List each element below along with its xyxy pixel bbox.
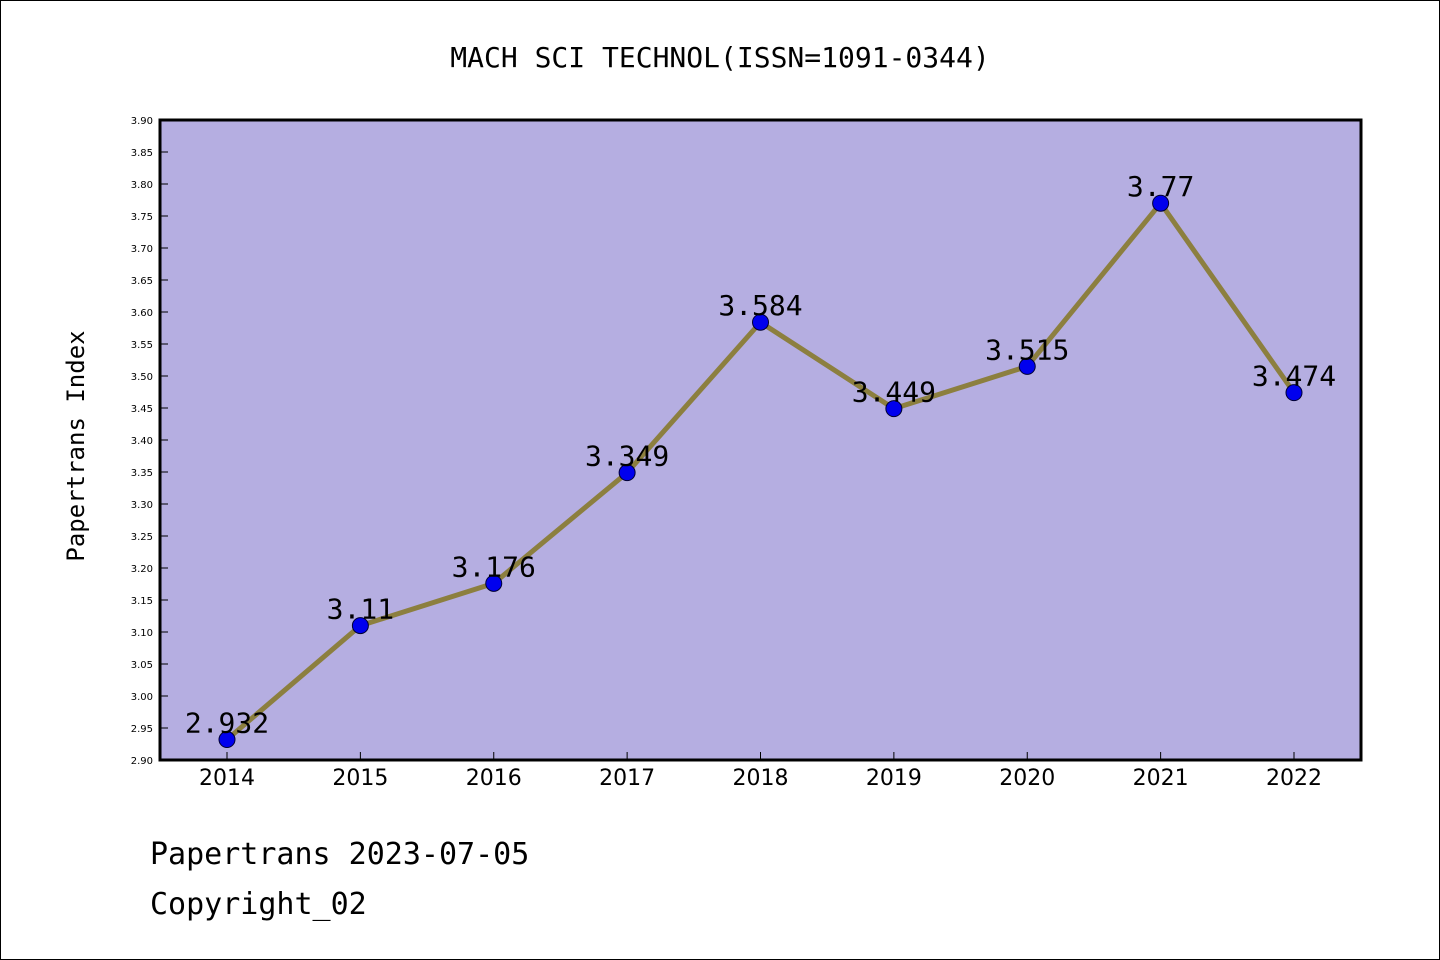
data-label: 3.77 — [1127, 170, 1194, 203]
footer-source: Papertrans 2023-07-05 — [150, 837, 529, 872]
y-tick-label: 3.90 — [131, 116, 153, 127]
footer-copyright: Copyright_02 — [150, 887, 367, 922]
y-tick-label: 2.90 — [131, 756, 153, 767]
y-tick-label: 3.50 — [131, 372, 153, 383]
data-label: 3.584 — [718, 289, 802, 322]
data-label: 3.349 — [585, 440, 669, 473]
plot-area — [158, 118, 1363, 762]
x-tick-label: 2015 — [332, 766, 388, 791]
x-tick-label: 2018 — [733, 766, 789, 791]
x-tick-label: 2017 — [599, 766, 655, 791]
data-point — [1152, 194, 1170, 212]
data-label: 2.932 — [185, 707, 269, 740]
y-tick-label: 3.00 — [131, 692, 153, 703]
data-label: 3.449 — [852, 376, 936, 409]
y-tick-label: 2.95 — [131, 724, 153, 735]
y-tick-label: 3.85 — [131, 148, 153, 159]
data-point — [885, 400, 903, 418]
y-tick-label: 3.05 — [131, 660, 153, 671]
x-tick-label: 2019 — [866, 766, 922, 791]
y-tick-label: 3.10 — [131, 628, 153, 639]
data-point — [351, 617, 369, 635]
y-tick-label: 3.55 — [131, 340, 153, 351]
data-point — [485, 574, 503, 592]
data-labels: 2.932 3.11 3.176 3.349 3.584 3.449 3.515 3.77 3.… — [185, 170, 1336, 739]
y-tick-label: 3.60 — [131, 308, 153, 319]
y-tick-label: 3.40 — [131, 436, 153, 447]
x-axis: 2014 2015 2016 2017 2018 2019 2020 2021 2022 — [199, 752, 1322, 791]
y-tick-label: 3.75 — [131, 212, 153, 223]
y-tick-label: 3.70 — [131, 244, 153, 255]
data-label: 3.474 — [1252, 360, 1336, 393]
data-label: 3.11 — [327, 593, 394, 626]
data-point — [752, 313, 769, 331]
data-points — [218, 194, 1303, 749]
x-tick-label: 2014 — [199, 766, 255, 791]
x-tick-label: 2022 — [1266, 766, 1322, 791]
y-tick-label: 3.35 — [131, 468, 153, 479]
x-tick-label: 2020 — [999, 766, 1055, 791]
y-tick-label: 3.15 — [131, 596, 153, 607]
x-tick-label: 2021 — [1133, 766, 1189, 791]
y-tick-label: 3.30 — [131, 500, 153, 511]
y-tick-label: 3.45 — [131, 404, 153, 415]
y-tick-label: 3.25 — [131, 532, 153, 543]
y-tick-label: 3.80 — [131, 180, 153, 191]
y-axis: 2.90 2.95 3.00 3.05 3.10 3.15 3.20 3.25 3.30 3.35… — [131, 116, 168, 767]
chart-title: MACH SCI TECHNOL(ISSN=1091-0344) — [450, 41, 989, 74]
x-tick-label: 2016 — [466, 766, 522, 791]
data-point — [1285, 384, 1303, 402]
y-axis-label: Papertrans Index — [62, 330, 90, 561]
data-point — [218, 731, 236, 749]
data-point — [1018, 357, 1036, 375]
y-tick-label: 3.20 — [131, 564, 153, 575]
data-label: 3.515 — [985, 333, 1069, 366]
data-point — [618, 464, 636, 482]
y-tick-label: 3.65 — [131, 276, 153, 287]
data-label: 3.176 — [452, 550, 536, 583]
